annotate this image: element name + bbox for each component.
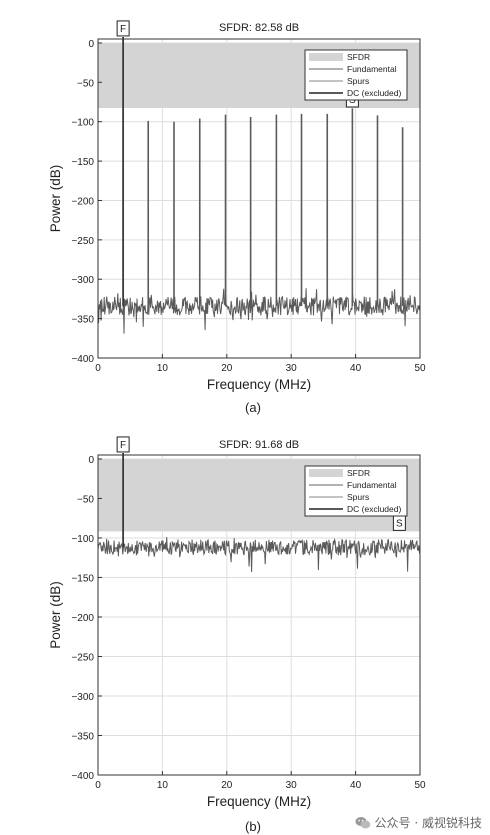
legend-entry: SFDR bbox=[347, 468, 370, 478]
y-tick-label: −250 bbox=[71, 236, 94, 247]
x-axis-label: Frequency (MHz) bbox=[207, 794, 311, 809]
x-tick-label: 30 bbox=[286, 780, 298, 791]
legend-swatch bbox=[309, 53, 343, 61]
y-tick-label: −200 bbox=[71, 613, 94, 624]
y-tick-label: −400 bbox=[71, 354, 94, 365]
x-tick-label: 20 bbox=[221, 780, 233, 791]
y-tick-label: −150 bbox=[71, 157, 94, 168]
fundamental-marker-label: F bbox=[120, 440, 126, 451]
y-tick-label: −200 bbox=[71, 196, 94, 207]
fundamental-marker-box bbox=[116, 436, 130, 453]
legend-entry: DC (excluded) bbox=[347, 504, 401, 514]
y-tick-label: −250 bbox=[71, 652, 94, 663]
legend-entry: Fundamental bbox=[347, 480, 397, 490]
chart-title: SFDR: 82.58 dB bbox=[219, 22, 299, 34]
axes-frame bbox=[97, 454, 421, 776]
y-axis-label: Power (dB) bbox=[48, 581, 63, 649]
legend-entry: Fundamental bbox=[347, 64, 397, 74]
x-tick-label: 50 bbox=[414, 780, 426, 791]
legend: SFDR Fundamental Spurs DC (excluded) bbox=[304, 49, 408, 101]
figure-caption: (b) bbox=[245, 819, 261, 834]
y-tick-label: −50 bbox=[77, 494, 94, 505]
legend-entry: Spurs bbox=[347, 492, 369, 502]
y-tick-label: −100 bbox=[71, 534, 94, 545]
x-tick-label: 40 bbox=[350, 363, 362, 374]
legend-entry: Spurs bbox=[347, 76, 369, 86]
x-axis-label: Frequency (MHz) bbox=[207, 377, 311, 392]
chart-a: FS0−50−100−150−200−250−300−350−400010203… bbox=[48, 20, 426, 415]
x-tick-label: 20 bbox=[221, 363, 233, 374]
spur-marker-label: S bbox=[396, 518, 403, 529]
y-axis-label: Power (dB) bbox=[48, 165, 63, 233]
y-tick-label: −350 bbox=[71, 731, 94, 742]
axes-frame bbox=[97, 38, 421, 359]
legend-swatch bbox=[309, 469, 343, 477]
x-tick-label: 0 bbox=[95, 780, 101, 791]
y-tick-label: 0 bbox=[88, 455, 94, 466]
y-tick-label: −400 bbox=[71, 771, 94, 782]
legend-entry: DC (excluded) bbox=[347, 88, 401, 98]
x-tick-label: 10 bbox=[157, 780, 169, 791]
y-tick-label: −300 bbox=[71, 275, 94, 286]
legend: SFDR Fundamental Spurs DC (excluded) bbox=[304, 465, 408, 517]
fundamental-marker-label: F bbox=[120, 24, 126, 35]
wechat-icon bbox=[355, 816, 370, 828]
y-tick-label: −300 bbox=[71, 692, 94, 703]
y-tick-label: −350 bbox=[71, 315, 94, 326]
watermark: 公众号 · 威视锐科技 bbox=[355, 814, 482, 831]
fundamental-marker-box bbox=[116, 20, 130, 37]
legend-entry: SFDR bbox=[347, 52, 370, 62]
chart-title: SFDR: 91.68 dB bbox=[219, 439, 299, 451]
noise-floor-trace bbox=[97, 537, 421, 573]
y-tick-label: −100 bbox=[71, 118, 94, 129]
x-tick-label: 40 bbox=[350, 780, 362, 791]
x-tick-label: 50 bbox=[414, 363, 426, 374]
x-tick-label: 0 bbox=[95, 363, 101, 374]
y-tick-label: 0 bbox=[88, 39, 94, 50]
y-tick-label: −150 bbox=[71, 573, 94, 584]
noise-floor-trace bbox=[97, 288, 421, 334]
x-tick-label: 30 bbox=[286, 363, 298, 374]
figure-caption: (a) bbox=[245, 400, 261, 415]
y-tick-label: −50 bbox=[77, 78, 94, 89]
watermark-text: 公众号 · 威视锐科技 bbox=[374, 816, 482, 830]
x-tick-label: 10 bbox=[157, 363, 169, 374]
